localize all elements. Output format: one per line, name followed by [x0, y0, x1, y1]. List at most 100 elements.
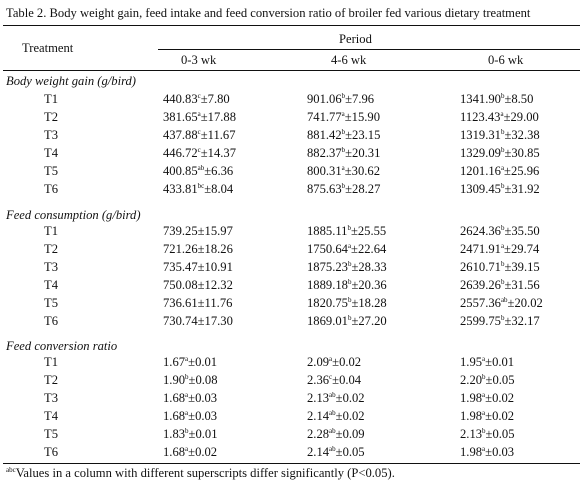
treatment-label: T2: [44, 373, 58, 387]
cell-error: ±7.80: [200, 92, 230, 106]
table-cell: 1201.16a±25.96: [460, 164, 539, 179]
table-cell: 2610.71b±39.15: [460, 260, 540, 275]
cell-error: ±32.38: [504, 128, 540, 142]
cell-value: 1.68: [163, 445, 186, 459]
cell-superscript: b: [341, 92, 346, 100]
cell-value: 1123.43: [460, 110, 501, 124]
cell-value: 2599.75: [460, 314, 501, 328]
cell-error: ±10.91: [197, 260, 233, 274]
cell-value: 437.88: [163, 128, 198, 142]
cell-superscript: ab: [197, 164, 205, 172]
table-cell: 381.65a±17.88: [163, 110, 236, 125]
treatment-label: T4: [44, 409, 58, 423]
table-cell: 1.98a±0.02: [460, 409, 514, 424]
cell-error: ±20.02: [507, 296, 543, 310]
cell-value: 875.63: [307, 182, 342, 196]
cell-superscript: a: [500, 110, 504, 118]
table-cell: 2.13b±0.05: [460, 427, 515, 442]
table-row: T3 735.47±10.91 1875.23b±28.33 2610.71b±39.…: [0, 260, 583, 278]
cell-error: ±27.20: [351, 314, 387, 328]
cell-value: 433.81: [163, 182, 198, 196]
cell-superscript: c: [197, 146, 201, 154]
column-header-4-6wk: 4-6 wk: [331, 53, 367, 67]
table-cell: 1885.11b±25.55: [307, 224, 386, 239]
column-header-0-6wk: 0-6 wk: [488, 53, 524, 67]
section-title: Body weight gain (g/bird): [6, 74, 137, 88]
cell-value: 2624.36: [460, 224, 501, 238]
cell-superscript: a: [185, 391, 189, 399]
cell-superscript: ab: [500, 296, 508, 304]
treatment-label: T5: [44, 296, 58, 310]
table-cell: 1.83b±0.01: [163, 427, 218, 442]
column-header-0-3wk: 0-3 wk: [181, 53, 217, 67]
cell-value: 1.98: [460, 391, 483, 405]
table-row: T2 381.65a±17.88 741.77a±15.90 1123.43a±29.…: [0, 110, 583, 128]
cell-superscript: b: [500, 146, 505, 154]
cell-superscript: b: [341, 146, 346, 154]
section-title: Feed consumption (g/bird): [6, 208, 141, 222]
cell-superscript: b: [185, 373, 189, 381]
table-cell: 2.13ab±0.02: [307, 391, 365, 406]
table-cell: 1.95a±0.01: [460, 355, 514, 370]
cell-superscript: b: [347, 296, 352, 304]
cell-error: ±18.26: [197, 242, 233, 256]
cell-error: ±11.67: [200, 128, 236, 142]
table-cell: 1750.64a±22.64: [307, 242, 386, 257]
cell-value: 1341.90: [460, 92, 501, 106]
table-cell: 721.26±18.26: [163, 242, 233, 257]
cell-value: 2.13: [307, 391, 330, 405]
table-cell: 739.25±15.97: [163, 224, 233, 239]
cell-value: 446.72: [163, 146, 198, 160]
cell-superscript: a: [347, 242, 352, 250]
cell-value: 1869.01: [307, 314, 348, 328]
treatment-label: T1: [44, 92, 58, 106]
cell-superscript: a: [329, 355, 333, 363]
cell-error: ±0.08: [188, 373, 218, 387]
table-row: T4 750.08±12.32 1889.18b±20.36 2639.26b±31.…: [0, 278, 583, 296]
cell-error: ±0.01: [188, 355, 218, 369]
cell-error: ±28.33: [351, 260, 387, 274]
cell-superscript: b: [341, 128, 346, 136]
cell-superscript: ab: [329, 427, 336, 435]
cell-error: ±0.05: [485, 373, 515, 387]
cell-superscript: b: [482, 427, 486, 435]
table-cell: 1.68a±0.03: [163, 391, 217, 406]
table-row: T1 1.67a±0.01 2.09a±0.02 1.95a±0.01: [0, 355, 583, 373]
cell-superscript: a: [500, 164, 505, 172]
treatment-label: T3: [44, 128, 58, 142]
cell-value: 2557.36: [460, 296, 501, 310]
cell-superscript: a: [482, 391, 486, 399]
period-rule: [158, 49, 580, 50]
cell-superscript: bc: [197, 182, 205, 190]
table-cell: 2.36c±0.04: [307, 373, 361, 388]
cell-superscript: a: [185, 445, 189, 453]
table-cell: 440.83c±7.80: [163, 92, 230, 107]
cell-value: 882.37: [307, 146, 342, 160]
treatment-label: T2: [44, 110, 58, 124]
cell-error: ±0.03: [188, 391, 218, 405]
cell-value: 2471.91: [460, 242, 501, 256]
treatment-label: T4: [44, 278, 58, 292]
cell-superscript: b: [500, 224, 505, 232]
cell-error: ±18.28: [351, 296, 387, 310]
cell-value: 440.83: [163, 92, 198, 106]
header-rule: [3, 70, 580, 71]
cell-error: ±14.37: [200, 146, 236, 160]
treatment-label: T2: [44, 242, 58, 256]
cell-value: 2.14: [307, 409, 330, 423]
cell-value: 730.74: [163, 314, 198, 328]
treatment-label: T3: [44, 260, 58, 274]
cell-superscript: c: [329, 373, 333, 381]
cell-error: ±32.17: [504, 314, 540, 328]
table-row: T3 437.88c±11.67 881.42b±23.15 1319.31b±32.…: [0, 128, 583, 146]
cell-superscript: b: [347, 260, 352, 268]
cell-error: ±11.76: [197, 296, 233, 310]
cell-error: ±25.96: [504, 164, 540, 178]
cell-error: ±23.15: [345, 128, 381, 142]
cell-superscript: c: [197, 128, 201, 136]
cell-value: 1885.11: [307, 224, 348, 238]
cell-superscript: a: [482, 409, 486, 417]
cell-value: 1.68: [163, 409, 186, 423]
cell-value: 1.83: [163, 427, 186, 441]
table-cell: 730.74±17.30: [163, 314, 233, 329]
